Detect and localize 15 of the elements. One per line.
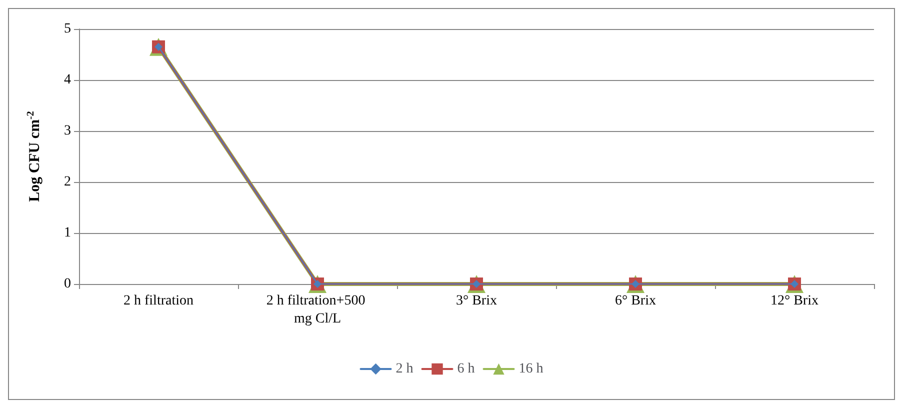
x-tick-label: 6° Brix: [615, 294, 656, 308]
legend-label: 2 h: [396, 362, 414, 376]
legend-label: 16 h: [518, 362, 544, 376]
x-tick-label: 12° Brix: [770, 294, 818, 308]
x-tick-label: 3° Brix: [456, 294, 497, 308]
x-tick-label: 2 h filtration: [124, 294, 194, 308]
y-tick-label: 0: [64, 276, 71, 292]
y-tick-label: 4: [64, 72, 71, 88]
x-tick-label: 2 h filtration+500 mg Cl/L: [266, 294, 369, 326]
y-axis-title: Log CFU cm-2: [26, 111, 43, 202]
y-tick-label: 1: [64, 226, 71, 240]
legend-label: 6 h: [457, 362, 475, 376]
y-tick-label: 3: [64, 124, 71, 138]
y-tick-label: 5: [64, 22, 71, 36]
y-tick-label: 2: [64, 174, 71, 190]
